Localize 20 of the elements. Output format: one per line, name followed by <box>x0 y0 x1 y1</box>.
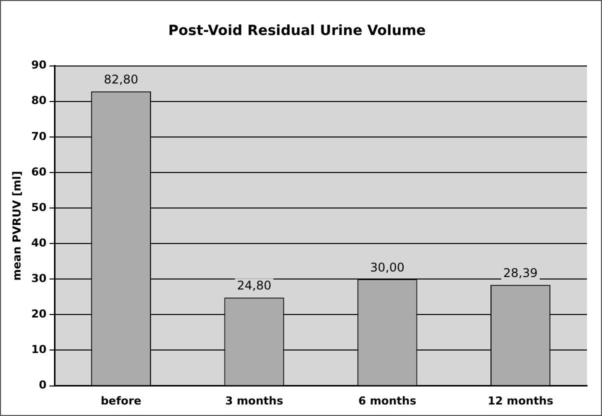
y-tick-label: 70 <box>31 130 47 143</box>
chart-title: Post-Void Residual Urine Volume <box>168 23 426 40</box>
y-tick-label: 40 <box>31 236 47 250</box>
y-axis-title: mean PVRUV [ml] <box>10 170 24 281</box>
x-tick-label: 3 months <box>225 394 284 408</box>
y-tick-label: 80 <box>31 94 47 108</box>
x-tick-label: 12 months <box>488 394 554 408</box>
data-label: 30,00 <box>370 260 404 274</box>
y-tick-label: 50 <box>31 200 47 214</box>
y-tick-label: 20 <box>31 308 47 321</box>
y-tick-label: 30 <box>31 272 47 285</box>
data-label: 28,39 <box>503 266 538 280</box>
y-tick-label: 60 <box>31 165 47 178</box>
data-label: 82,80 <box>104 72 138 87</box>
y-tick-label: 0 <box>38 378 47 392</box>
y-tick-label: 10 <box>31 343 47 356</box>
x-tick-label: 6 months <box>358 394 417 408</box>
data-label: 24,80 <box>237 278 272 293</box>
x-tick-label: before <box>100 394 142 408</box>
y-tick-label: 90 <box>31 58 47 72</box>
